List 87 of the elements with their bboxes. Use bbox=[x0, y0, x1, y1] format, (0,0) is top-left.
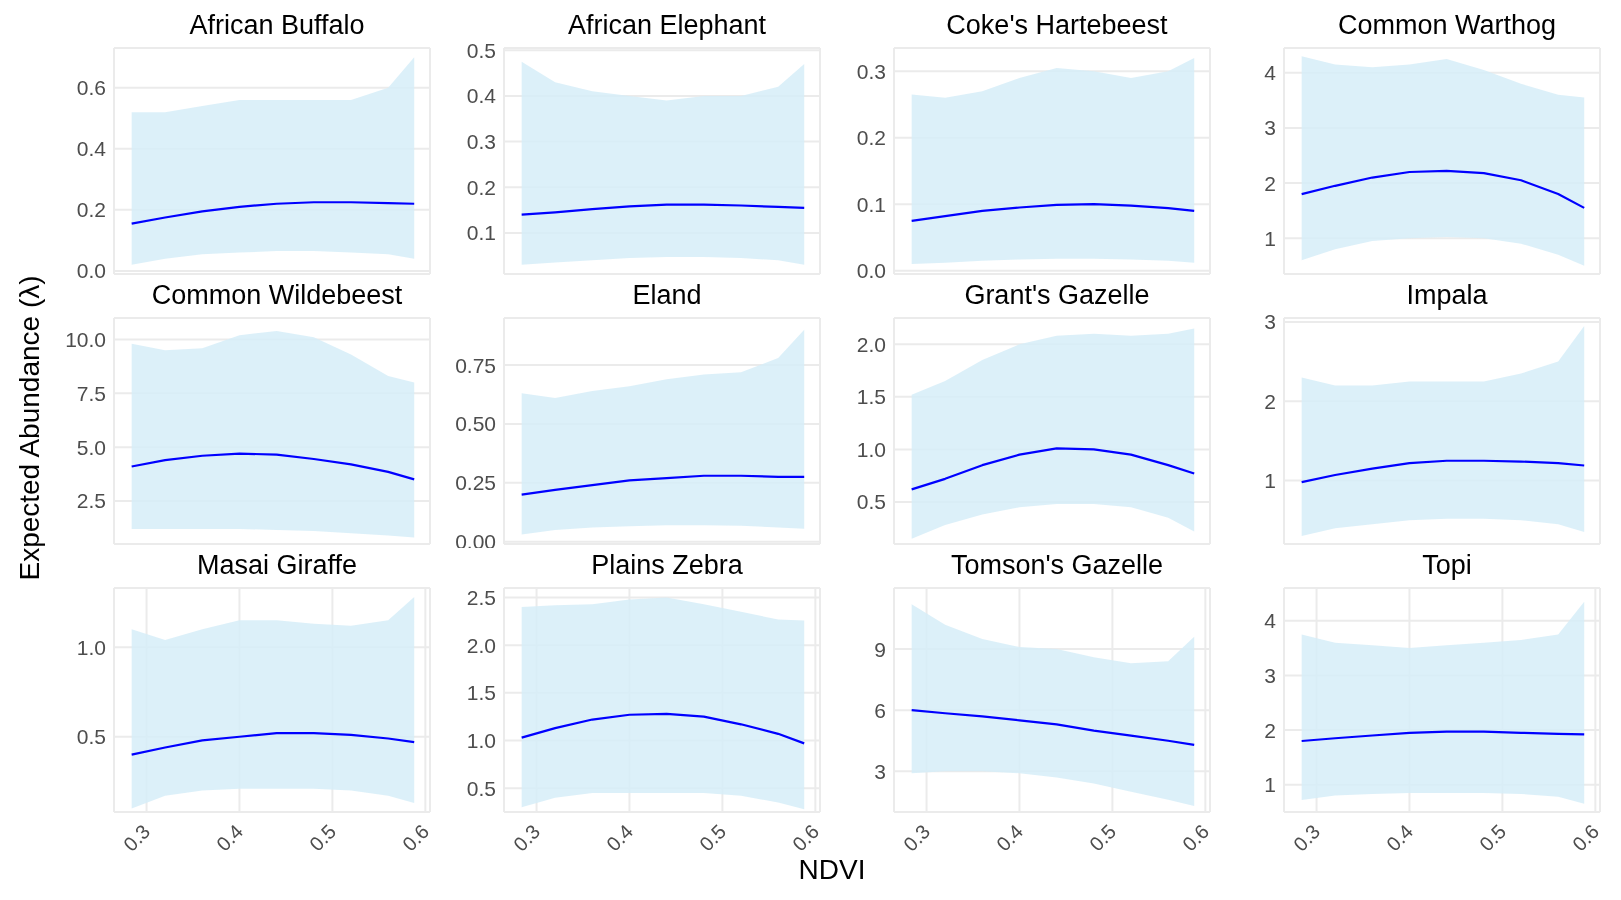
line-series bbox=[1300, 169, 1586, 209]
y-tick-label: 0.4 bbox=[76, 137, 107, 161]
line-series bbox=[130, 732, 416, 756]
x-tick-label: 0.6 bbox=[787, 820, 824, 856]
x-tick-label: 0.6 bbox=[1177, 820, 1214, 856]
line-series bbox=[1300, 730, 1586, 743]
x-tick-label: 0.5 bbox=[1084, 820, 1121, 856]
y-tick-label: 3 bbox=[874, 759, 886, 783]
y-tick-label: 4 bbox=[1264, 61, 1277, 85]
y-tick-label: 9 bbox=[874, 637, 886, 661]
y-tick-label: 3 bbox=[1264, 663, 1276, 687]
y-tick-label: 0.2 bbox=[76, 198, 106, 222]
y-tick-label: 2.0 bbox=[466, 633, 496, 657]
y-tick-label: 10.0 bbox=[65, 327, 106, 351]
y-tick-label: 0.2 bbox=[466, 175, 496, 199]
chart-title: Impala bbox=[1405, 279, 1489, 312]
y-tick-label: 5.0 bbox=[76, 435, 106, 459]
line-series bbox=[520, 712, 806, 745]
y-tick-label: 1.0 bbox=[76, 635, 106, 659]
y-tick-label: 0.1 bbox=[856, 192, 886, 216]
y-tick-label: 1 bbox=[1264, 773, 1276, 797]
y-tick-label: 1.5 bbox=[466, 681, 496, 705]
y-tick-label: 0.5 bbox=[466, 776, 496, 800]
y-tick-label: 0.4 bbox=[466, 84, 497, 108]
line-series bbox=[130, 201, 416, 225]
y-tick-label: 3 bbox=[1264, 310, 1276, 334]
x-tick-label: 0.5 bbox=[304, 820, 341, 856]
y-axis-title: Expected Abundance (λ) bbox=[14, 275, 46, 581]
y-tick-label: 3 bbox=[1264, 116, 1276, 140]
y-tick-label: 2.5 bbox=[76, 489, 106, 513]
y-tick-label: 0.2 bbox=[856, 126, 886, 150]
y-tick-label: 2.0 bbox=[856, 332, 886, 356]
x-tick-label: 0.6 bbox=[397, 820, 434, 856]
y-tick-label: 1.0 bbox=[856, 437, 886, 461]
chart-title: Topi bbox=[1421, 549, 1473, 582]
line-series bbox=[910, 447, 1196, 491]
y-tick-label: 6 bbox=[874, 698, 886, 722]
chart-title: Common Wildebeest bbox=[151, 280, 403, 310]
y-tick-label: 1.0 bbox=[466, 728, 496, 752]
x-axis-title: NDVI bbox=[797, 854, 867, 886]
y-tick-label: 1 bbox=[1264, 226, 1276, 250]
y-tick-label: 0.5 bbox=[76, 725, 106, 749]
x-tick-label: 0.3 bbox=[119, 820, 155, 856]
y-tick-label: 0.50 bbox=[455, 412, 496, 436]
y-tick-label: 1.5 bbox=[856, 385, 886, 409]
chart-title: Grant's Gazelle bbox=[964, 280, 1150, 310]
chart-title: Eland bbox=[631, 279, 703, 312]
x-tick-label: 0.4 bbox=[212, 820, 248, 856]
y-tick-label: 0.25 bbox=[455, 471, 496, 495]
chart-title: African Buffalo bbox=[188, 9, 366, 42]
chart-title: Tomson's Gazelle bbox=[949, 549, 1165, 582]
y-tick-label: 0.3 bbox=[856, 59, 886, 83]
y-tick-label: 7.5 bbox=[76, 381, 106, 405]
y-tick-label: 1 bbox=[1264, 469, 1276, 493]
y-tick-label: 0.5 bbox=[466, 38, 496, 62]
x-tick-label: 0.3 bbox=[899, 820, 935, 856]
y-tick-label: 2 bbox=[1264, 171, 1276, 195]
y-tick-label: 0.6 bbox=[76, 76, 106, 100]
x-tick-label: 0.4 bbox=[602, 820, 638, 856]
chart-title: African Elephant bbox=[567, 10, 767, 40]
y-tick-label: 0.0 bbox=[76, 259, 106, 283]
chart-title: Masai Giraffe bbox=[195, 549, 359, 582]
y-tick-label: 0.75 bbox=[455, 353, 496, 377]
line-series bbox=[130, 452, 416, 481]
y-tick-label: 2 bbox=[1264, 389, 1276, 413]
x-tick-label: 0.6 bbox=[1567, 820, 1604, 856]
chart-title: Coke's Hartebeest bbox=[945, 9, 1169, 42]
y-tick-label: 2 bbox=[1264, 718, 1276, 742]
chart-title: Common Warthog bbox=[1336, 9, 1558, 42]
chart-title: Plains Zebra bbox=[591, 550, 743, 580]
y-tick-label: 0.5 bbox=[856, 490, 886, 514]
y-tick-label: 0.1 bbox=[466, 221, 496, 245]
x-tick-label: 0.4 bbox=[1382, 820, 1418, 856]
y-tick-label: 4 bbox=[1264, 609, 1277, 633]
x-tick-label: 0.3 bbox=[1289, 820, 1325, 856]
line-series bbox=[520, 203, 806, 216]
y-tick-label: 0.3 bbox=[466, 130, 496, 154]
line-series bbox=[910, 709, 1196, 746]
line-series bbox=[910, 203, 1196, 222]
line-series bbox=[1300, 459, 1586, 484]
y-tick-label: 0.0 bbox=[856, 259, 886, 283]
line-series bbox=[520, 474, 806, 496]
x-tick-label: 0.5 bbox=[1474, 820, 1511, 856]
x-tick-label: 0.5 bbox=[694, 820, 731, 856]
y-tick-label: 2.5 bbox=[466, 585, 496, 609]
x-tick-label: 0.3 bbox=[509, 820, 545, 856]
x-tick-label: 0.4 bbox=[992, 820, 1028, 856]
